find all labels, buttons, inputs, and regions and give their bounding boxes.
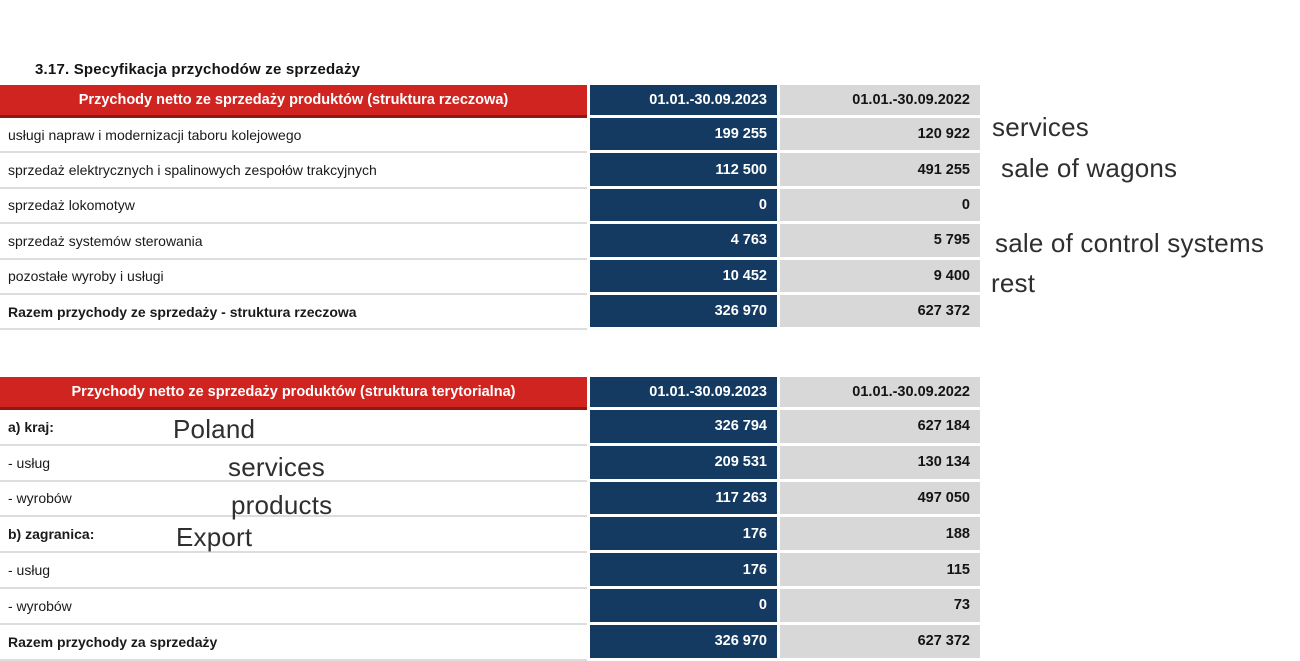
table-cell-2022: 130 134: [780, 445, 980, 482]
table-cell-2023: 10 452: [590, 259, 777, 295]
annotation-products: products: [231, 490, 333, 520]
annotation-services-2: services: [228, 452, 325, 482]
table-row-label: - wyrobów: [0, 588, 587, 625]
table-cell-2022: 115: [780, 553, 980, 589]
table2-header: Przychody netto ze sprzedaży produktów (…: [0, 377, 587, 410]
table2-col-2023-header: 01.01.-30.09.2023: [590, 377, 777, 410]
table-cell-2022: 491 255: [780, 153, 980, 189]
table-row-label: sprzedaż lokomotyw: [0, 188, 587, 225]
table-cell-2022: 73: [780, 588, 980, 625]
table-cell-2023: 199 255: [590, 118, 777, 154]
table-row-label: usługi napraw i modernizacji taboru kole…: [0, 118, 587, 154]
table1-col-2023-header: 01.01.-30.09.2023: [590, 85, 777, 118]
table-struktura-terytorialna: Przychody netto ze sprzedaży produktów (…: [0, 377, 980, 661]
table1-col-2022-header: 01.01.-30.09.2022: [780, 85, 980, 118]
table-cell-2022: 627 184: [780, 410, 980, 446]
table-total-2022: 627 372: [780, 294, 980, 331]
table-total-label: Razem przychody ze sprzedaży - struktura…: [0, 294, 587, 331]
table-struktura-rzeczowa: Przychody netto ze sprzedaży produktów (…: [0, 85, 980, 331]
table1-header: Przychody netto ze sprzedaży produktów (…: [0, 85, 587, 118]
table-cell-2023: 209 531: [590, 445, 777, 482]
table-row-label: a) kraj:: [0, 410, 587, 446]
table-cell-2023: 0: [590, 588, 777, 625]
table-row-label: - usług: [0, 553, 587, 589]
annotation-control-systems: sale of control systems: [995, 228, 1265, 258]
table-row-label: - wyrobów: [0, 481, 587, 518]
table-cell-2023: 0: [590, 188, 777, 225]
table-total-2023: 326 970: [590, 294, 777, 331]
table-cell-2023: 4 763: [590, 224, 777, 260]
annotation-sale-of-wagons: sale of wagons: [1001, 153, 1178, 183]
annotation-rest: rest: [991, 268, 1036, 298]
section-title: 3.17. Specyfikacja przychodów ze sprzeda…: [35, 61, 361, 78]
table2-col-2022-header: 01.01.-30.09.2022: [780, 377, 980, 410]
table-cell-2022: 497 050: [780, 481, 980, 518]
table-cell-2023: 112 500: [590, 153, 777, 189]
table-row-label: sprzedaż elektrycznych i spalinowych zes…: [0, 153, 587, 189]
table-cell-2022: 188: [780, 517, 980, 554]
table-row-label: pozostałe wyroby i usługi: [0, 259, 587, 295]
annotation-poland: Poland: [173, 414, 256, 444]
table-cell-2023: 176: [590, 517, 777, 554]
table-cell-2023: 326 794: [590, 410, 777, 446]
table-cell-2023: 117 263: [590, 481, 777, 518]
table-total-2023: 326 970: [590, 624, 777, 661]
table-cell-2022: 0: [780, 188, 980, 225]
annotation-services: services: [992, 112, 1089, 142]
table-total-2022: 627 372: [780, 624, 980, 661]
table-cell-2022: 5 795: [780, 224, 980, 260]
table-row-label: sprzedaż systemów sterowania: [0, 224, 587, 260]
table-row-label: - usług: [0, 445, 587, 482]
table-cell-2022: 9 400: [780, 259, 980, 295]
table-total-label: Razem przychody za sprzedaży: [0, 624, 587, 661]
table-cell-2022: 120 922: [780, 118, 980, 154]
annotation-export: Export: [176, 522, 253, 552]
table-cell-2023: 176: [590, 553, 777, 589]
table-row-label: b) zagranica:: [0, 517, 587, 554]
